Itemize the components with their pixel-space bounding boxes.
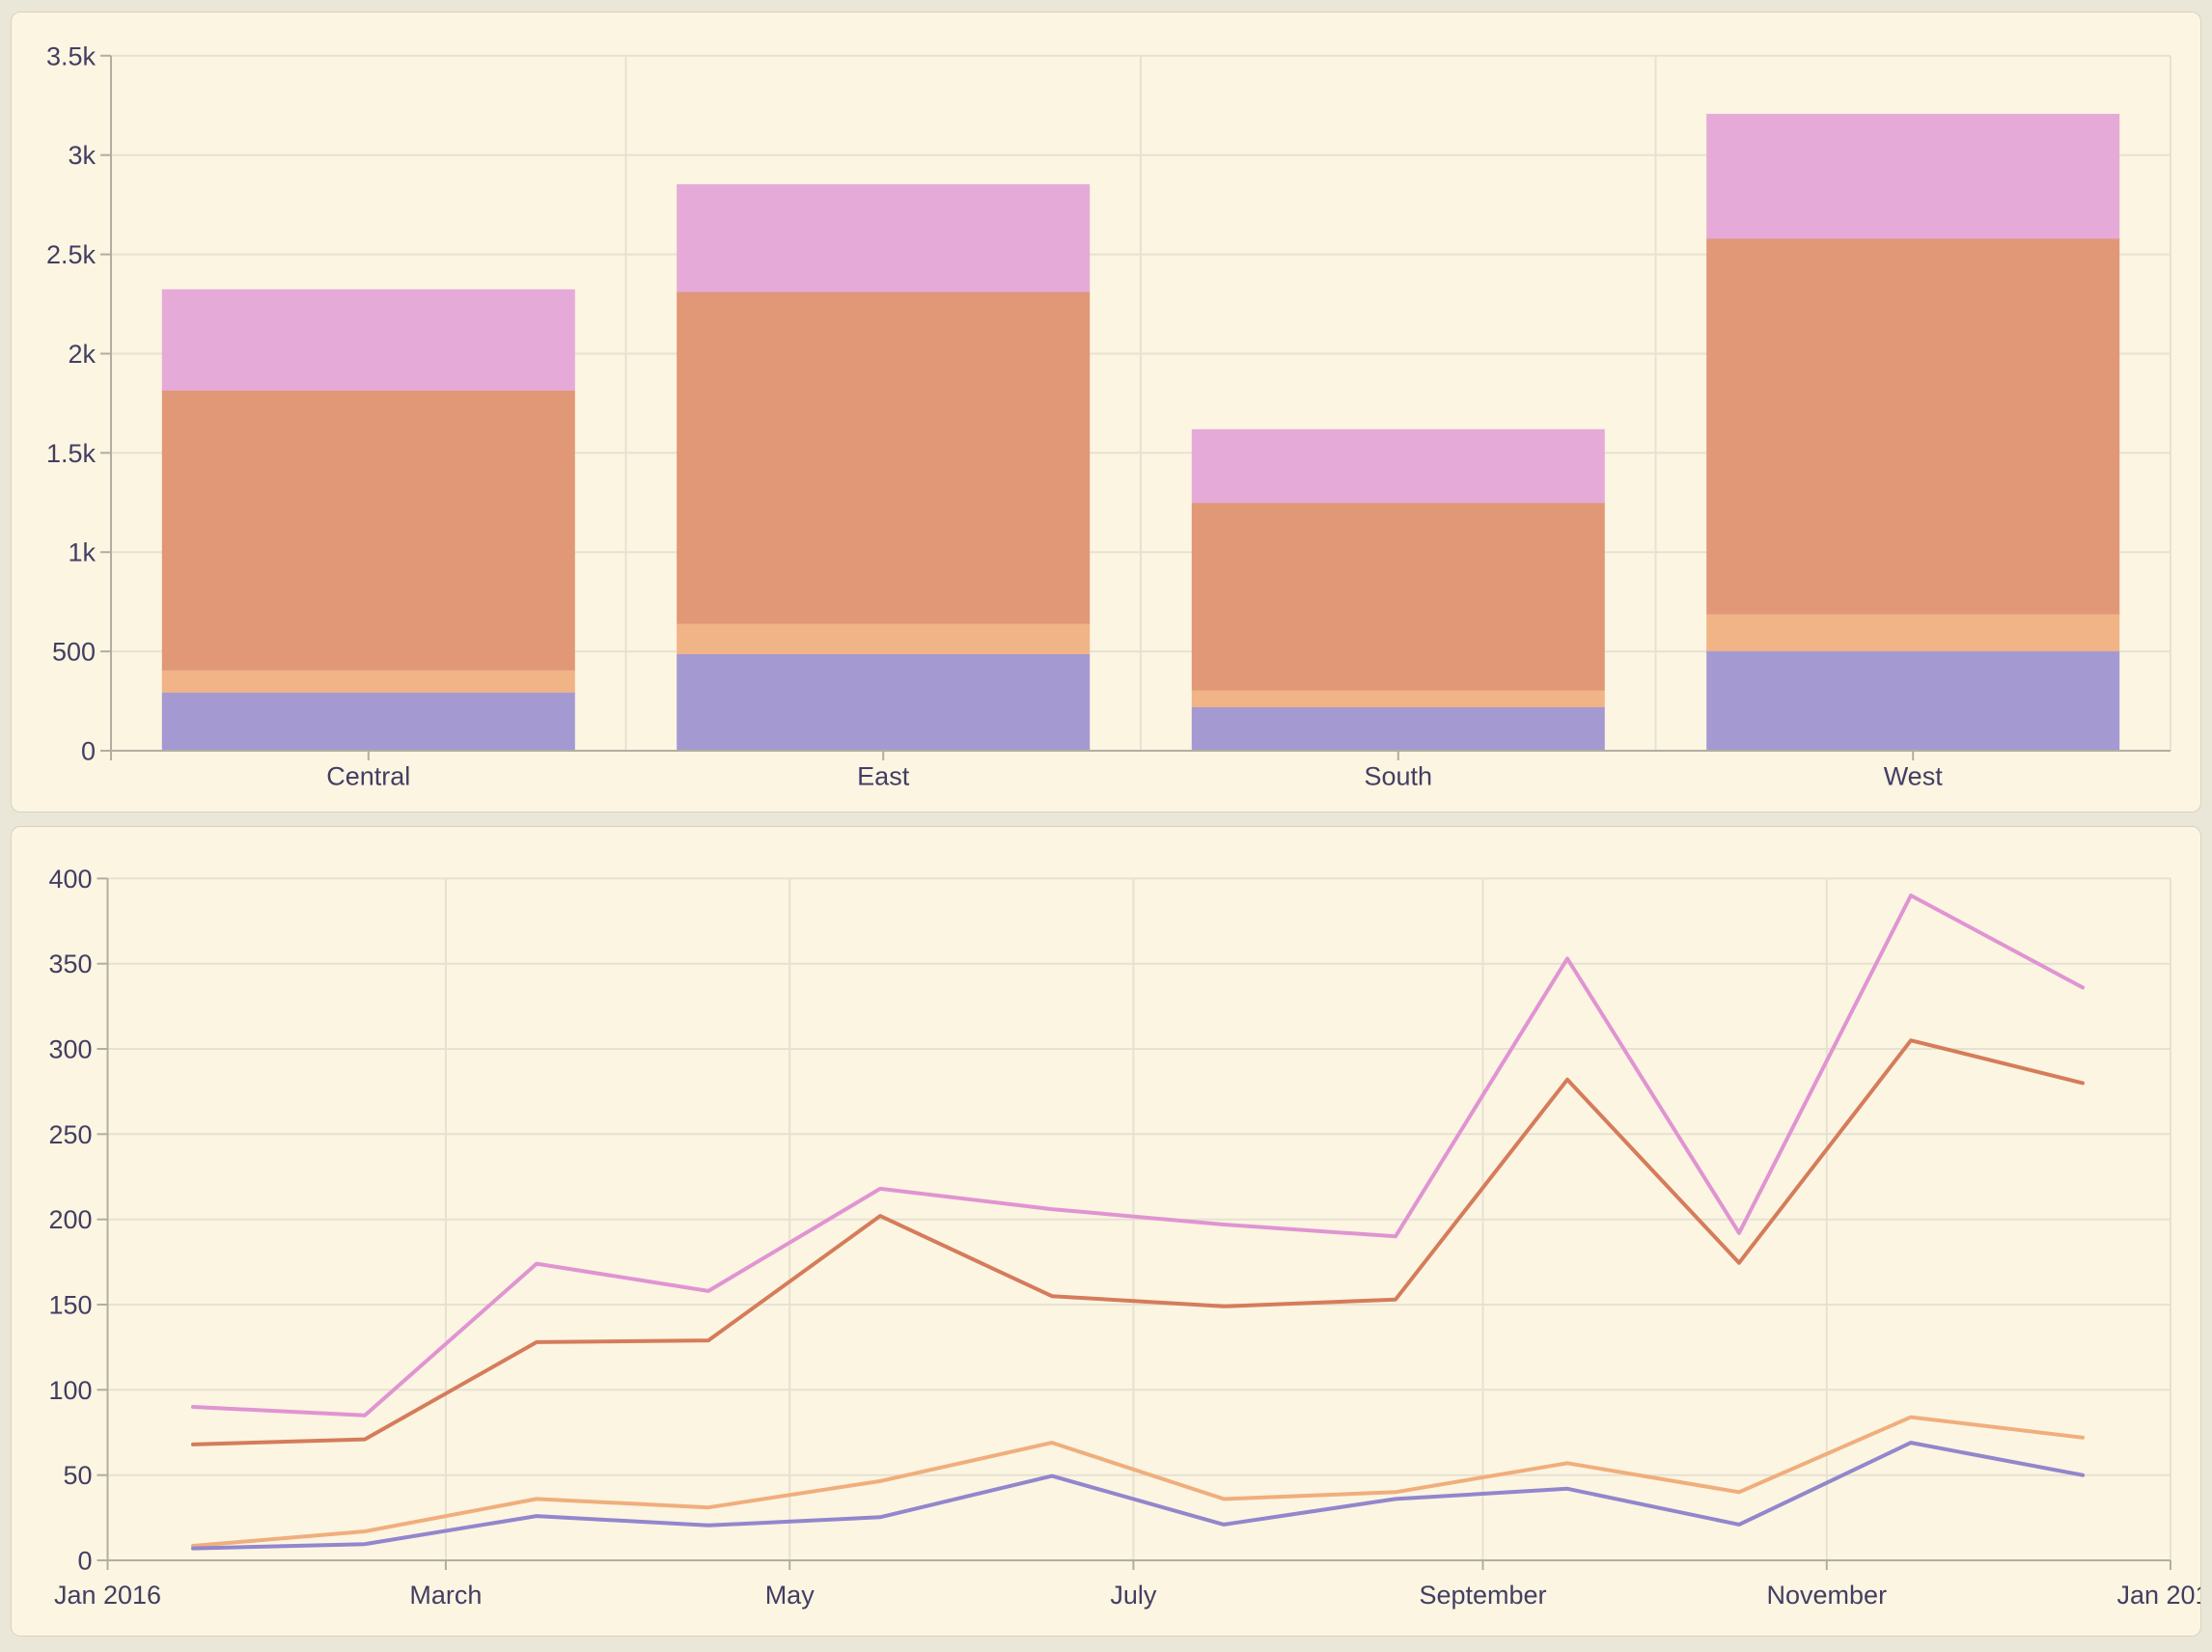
svg-text:November: November bbox=[1767, 1581, 1888, 1610]
svg-text:0: 0 bbox=[81, 737, 96, 766]
svg-text:West: West bbox=[1884, 762, 1944, 791]
svg-text:300: 300 bbox=[48, 1035, 92, 1064]
svg-text:September: September bbox=[1419, 1581, 1546, 1610]
svg-text:1k: 1k bbox=[68, 538, 96, 567]
svg-text:400: 400 bbox=[48, 865, 92, 894]
svg-text:3.5k: 3.5k bbox=[46, 41, 97, 70]
svg-text:350: 350 bbox=[48, 950, 92, 978]
svg-text:150: 150 bbox=[48, 1291, 92, 1320]
svg-text:July: July bbox=[1110, 1581, 1157, 1610]
svg-text:May: May bbox=[765, 1581, 816, 1610]
svg-text:250: 250 bbox=[48, 1120, 92, 1149]
svg-text:March: March bbox=[409, 1581, 482, 1610]
svg-text:500: 500 bbox=[52, 638, 96, 667]
svg-text:2k: 2k bbox=[68, 340, 96, 369]
svg-text:Jan 2017: Jan 2017 bbox=[2116, 1581, 2200, 1610]
svg-text:2.5k: 2.5k bbox=[46, 240, 97, 269]
svg-text:South: South bbox=[1365, 762, 1433, 791]
svg-text:50: 50 bbox=[63, 1461, 92, 1490]
svg-text:0: 0 bbox=[77, 1547, 92, 1576]
svg-text:3k: 3k bbox=[68, 141, 96, 170]
svg-text:East: East bbox=[857, 762, 910, 791]
svg-text:Jan 2016: Jan 2016 bbox=[54, 1581, 161, 1610]
svg-text:200: 200 bbox=[48, 1205, 92, 1234]
svg-text:1.5k: 1.5k bbox=[46, 439, 97, 468]
svg-text:Central: Central bbox=[326, 762, 410, 791]
svg-text:100: 100 bbox=[48, 1376, 92, 1405]
